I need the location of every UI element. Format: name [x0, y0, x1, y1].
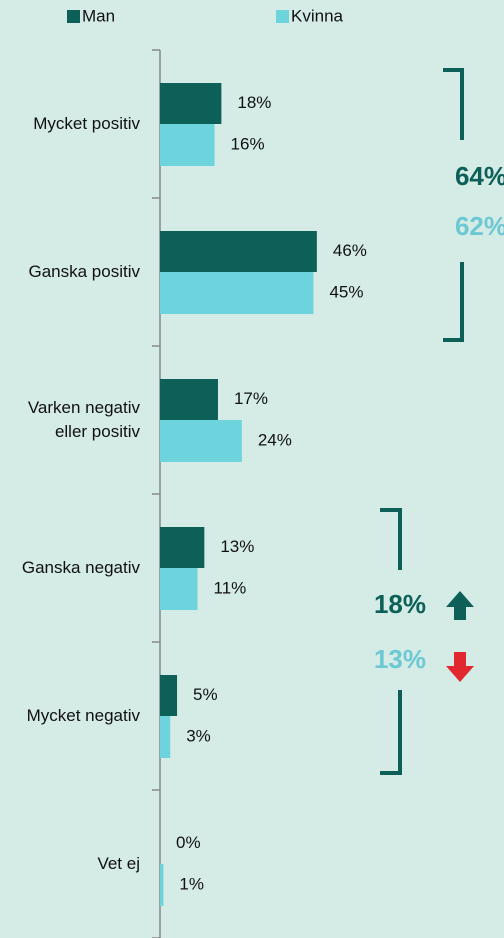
bar — [160, 568, 198, 610]
value-label: 46% — [333, 241, 367, 260]
legend-swatch — [276, 10, 289, 23]
bar — [160, 272, 314, 314]
bar — [160, 379, 218, 420]
legend-label: Kvinna — [291, 6, 344, 25]
annotation: 18% — [374, 589, 426, 619]
bar — [160, 675, 178, 716]
value-label: 0% — [176, 833, 201, 852]
category-label: Ganska negativ — [21, 558, 140, 577]
annotation: 64% — [455, 161, 504, 191]
category-label: Varken negativ eller positiv — [27, 398, 140, 441]
legend-swatch — [67, 10, 80, 23]
value-label: 16% — [231, 134, 265, 153]
value-label: 3% — [186, 726, 211, 745]
category-label: Mycket positiv — [33, 114, 140, 133]
value-label: 24% — [258, 430, 292, 449]
bracket — [380, 508, 402, 775]
bar — [160, 124, 215, 166]
value-label: 45% — [329, 282, 363, 301]
bar — [160, 527, 205, 568]
arrow-down — [446, 652, 474, 682]
category-label: Mycket negativ — [26, 706, 140, 725]
value-label: 1% — [179, 874, 204, 893]
category-label: Ganska positiv — [28, 262, 141, 281]
bar — [160, 420, 242, 462]
annotation: 13% — [374, 644, 426, 674]
bar — [160, 83, 222, 124]
bar — [160, 231, 317, 272]
category-label: Vet ej — [97, 854, 140, 873]
value-label: 5% — [193, 685, 218, 704]
value-label: 17% — [234, 389, 268, 408]
value-label: 11% — [214, 578, 247, 597]
bar — [160, 864, 164, 906]
bracket — [443, 68, 464, 342]
legend-label: Man — [82, 6, 115, 25]
value-label: 18% — [237, 93, 271, 112]
value-label: 13% — [220, 537, 254, 556]
arrow-up — [446, 591, 474, 620]
annotation: 62% — [455, 211, 504, 241]
bar — [160, 716, 171, 758]
